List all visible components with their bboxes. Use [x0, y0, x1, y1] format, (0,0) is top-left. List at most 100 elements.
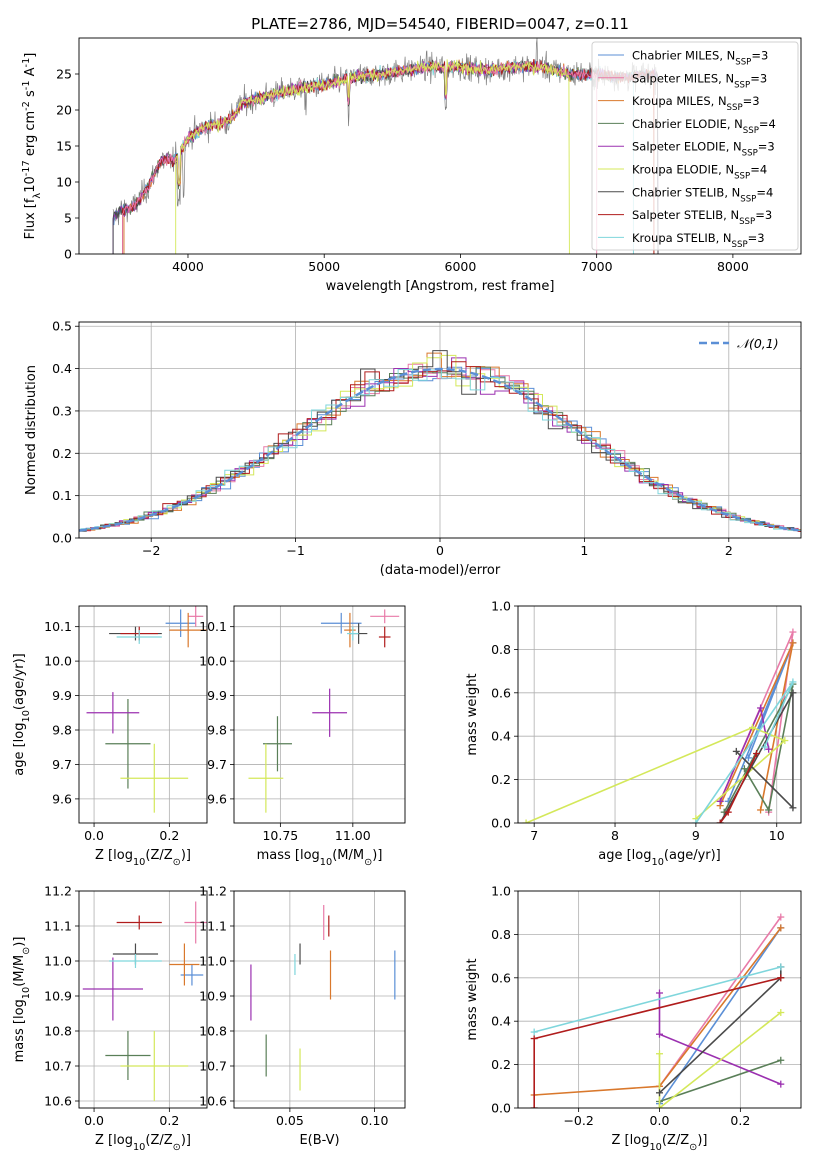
y-tick-label: 0.1: [52, 488, 72, 503]
y-tick-label: 9.6: [207, 791, 227, 806]
x-tick-label: −2: [142, 543, 160, 558]
axes-frame: [78, 605, 208, 824]
residual-histogram-line: [79, 361, 801, 532]
y-tick-label: 11.1: [44, 919, 72, 934]
mass-weight-line: [533, 966, 782, 1033]
x-tick-label: 0.2: [159, 1113, 179, 1128]
panel-age_vs_mass: 10.75 11.00 9.6 9.7 9.8 9.9 10.0 10.1 mass [log1…: [199, 605, 406, 868]
errorbar-point: [378, 626, 391, 648]
mass-weight-line: [659, 1059, 782, 1103]
y-tick-label: 0.2: [52, 446, 72, 461]
model-spectrum-line: [112, 59, 659, 254]
y-tick-label: 11.0: [44, 954, 72, 969]
axes-frame: [78, 37, 802, 255]
panel-residuals: −2 −1 0 1 2 0.0 0.1 0.2 0.3 0.4 0.5 (data-model)/er…: [24, 319, 802, 578]
x-tick-label: 10.75: [262, 828, 298, 843]
legend-entry: Salpeter MILES, NSSP=3: [632, 71, 767, 90]
y-tick-label: 10.8: [44, 1024, 72, 1039]
panel-weight_vs_Z: −0.2 0.0 0.2 0.0 0.2 0.4 0.6 0.8 1.0 Z [log10(Z/Z…: [465, 884, 802, 1153]
y-axis-label: mass [log10(M/M⊙)]: [12, 937, 32, 1063]
panel-age_vs_Z: 0.0 0.2 9.6 9.7 9.8 9.9 10.0 10.1 Z [log10(Z/Z⊙)…: [12, 605, 208, 868]
x-tick-label: 0.2: [159, 828, 179, 843]
normal-reference-curve: [79, 367, 801, 532]
y-tick-label: 10.6: [44, 1094, 72, 1109]
x-tick-label: 2: [725, 543, 733, 558]
x-tick-label: 4000: [172, 259, 204, 274]
x-axis-label: mass [log10(M/M⊙)]: [257, 848, 383, 868]
y-tick-label: 10: [56, 175, 72, 190]
x-tick-label: 0.0: [84, 1113, 104, 1128]
y-tick-label: 10.0: [199, 654, 227, 669]
mass-weight-line: [658, 967, 782, 1094]
legend-entry: Chabrier ELODIE, NSSP=4: [632, 117, 776, 136]
y-tick-label: 1.0: [491, 599, 511, 614]
x-tick-label: 9: [692, 828, 700, 843]
y-tick-label: 11.0: [199, 954, 227, 969]
spectrum-legend: Chabrier MILES, NSSP=3 Salpeter MILES, NS…: [591, 41, 799, 251]
x-tick-label: 10: [769, 828, 785, 843]
errorbar-point: [169, 612, 207, 648]
y-tick-label: 10.0: [44, 654, 72, 669]
mass-weight-line: [658, 916, 782, 1087]
y-axis-label: age [log10(age/yr)]: [12, 653, 32, 776]
x-tick-label: −0.2: [563, 1113, 593, 1128]
y-tick-label: 9.9: [207, 688, 227, 703]
x-axis-label: Z [log10(Z/Z⊙)]: [95, 848, 191, 868]
y-tick-label: 0.4: [491, 729, 511, 744]
legend-entry: Chabrier MILES, NSSP=3: [632, 49, 768, 68]
y-tick-label: 10.9: [199, 989, 227, 1004]
y-tick-label: 0.4: [52, 361, 72, 376]
mass-weight-line: [658, 1011, 782, 1108]
y-tick-label: 11.1: [199, 919, 227, 934]
errorbar-point: [105, 1031, 151, 1080]
x-tick-label: 1: [580, 543, 588, 558]
x-tick-label: 7: [530, 828, 538, 843]
y-tick-label: 0.8: [491, 642, 511, 657]
legend-entry: Salpeter ELODIE, NSSP=3: [632, 140, 775, 159]
mass-weight-line: [525, 726, 787, 823]
model-spectrum-line: [122, 60, 598, 254]
y-tick-label: 9.8: [207, 723, 227, 738]
y-tick-label: 9.8: [52, 723, 72, 738]
y-tick-label: 0: [64, 247, 72, 262]
mass-weight-line: [719, 642, 794, 811]
mass-weight-line: [727, 642, 794, 802]
errorbar-point: [248, 743, 284, 813]
errorbar-point: [120, 743, 189, 813]
mass-weight-line: [695, 681, 794, 823]
y-axis-label: mass weight: [465, 673, 480, 755]
legend-entry: Chabrier STELIB, NSSP=4: [632, 185, 773, 204]
y-tick-label: 10.1: [199, 619, 227, 634]
legend-entry: 𝒩(0,1): [737, 336, 779, 351]
errorbar-point: [105, 699, 151, 789]
x-tick-label: −1: [286, 543, 304, 558]
y-tick-label: 9.6: [52, 791, 72, 806]
errorbar-point: [262, 716, 292, 772]
y-tick-label: 25: [56, 67, 72, 82]
x-axis-label: age [log10(age/yr)]: [598, 848, 721, 868]
y-tick-label: 10.6: [199, 1094, 227, 1109]
y-tick-label: 0.2: [491, 1057, 511, 1072]
axes-frame: [78, 890, 208, 1109]
x-tick-label: 0.05: [276, 1113, 304, 1128]
x-tick-label: 8000: [717, 259, 749, 274]
residual-histogram-line: [79, 350, 801, 532]
y-tick-label: 11.2: [44, 884, 72, 899]
x-tick-label: 0.2: [730, 1113, 750, 1128]
y-tick-label: 0.6: [491, 685, 511, 700]
residual-legend: 𝒩(0,1): [699, 336, 779, 351]
errorbar-point: [86, 692, 140, 734]
errorbar-point: [169, 943, 200, 986]
model-spectrum-line: [175, 59, 570, 254]
y-tick-label: 9.9: [52, 688, 72, 703]
y-axis-label: Normed distribution: [24, 365, 39, 495]
model-spectrum-line: [123, 59, 655, 254]
mass-weight-line: [533, 977, 781, 1108]
errorbar-point: [370, 609, 400, 624]
axes-frame: [78, 321, 802, 539]
axes-frame: [233, 605, 406, 824]
y-tick-label: 10.9: [44, 989, 72, 1004]
y-tick-label: 0.0: [52, 531, 72, 546]
y-tick-label: 20: [56, 103, 72, 118]
y-tick-label: 0.0: [491, 1101, 511, 1116]
